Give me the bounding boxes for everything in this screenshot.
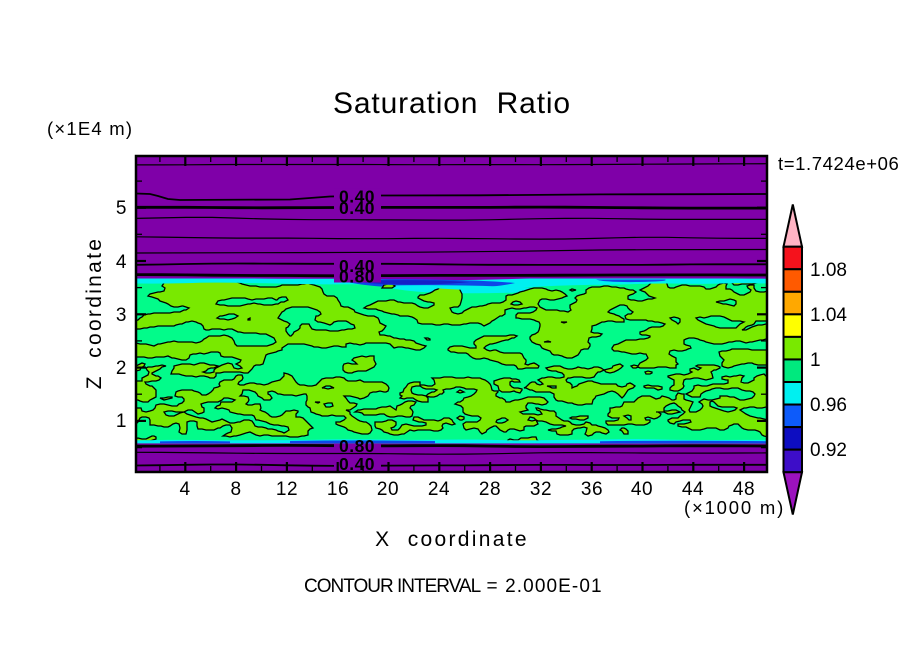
svg-text:Saturation Ratio: Saturation Ratio bbox=[333, 87, 571, 120]
svg-text:1.08: 1.08 bbox=[810, 260, 847, 281]
svg-text:0.40: 0.40 bbox=[339, 198, 375, 218]
svg-text:1: 1 bbox=[116, 411, 127, 432]
svg-text:4: 4 bbox=[179, 479, 190, 500]
svg-text:0.40: 0.40 bbox=[339, 256, 375, 276]
svg-text:16: 16 bbox=[327, 479, 349, 500]
svg-text:(×1000 m): (×1000 m) bbox=[684, 497, 785, 518]
svg-text:2: 2 bbox=[116, 358, 127, 379]
svg-text:4: 4 bbox=[116, 252, 127, 273]
svg-text:Z coordinate: Z coordinate bbox=[83, 237, 106, 389]
svg-text:5: 5 bbox=[116, 198, 127, 219]
svg-text:28: 28 bbox=[479, 479, 501, 500]
svg-text:36: 36 bbox=[581, 479, 603, 500]
svg-text:t=1.7424e+06: t=1.7424e+06 bbox=[778, 153, 899, 174]
svg-text:48: 48 bbox=[733, 479, 755, 500]
svg-text:1: 1 bbox=[810, 350, 821, 371]
svg-text:0.92: 0.92 bbox=[810, 440, 847, 461]
svg-text:X coordinate: X coordinate bbox=[375, 528, 529, 551]
svg-text:20: 20 bbox=[377, 479, 399, 500]
svg-text:0.40: 0.40 bbox=[339, 454, 375, 474]
svg-text:0.80: 0.80 bbox=[339, 436, 375, 456]
svg-text:40: 40 bbox=[631, 479, 653, 500]
svg-text:44: 44 bbox=[682, 479, 704, 500]
svg-text:32: 32 bbox=[530, 479, 552, 500]
svg-text:0.96: 0.96 bbox=[810, 395, 847, 416]
svg-text:1.04: 1.04 bbox=[810, 305, 847, 326]
svg-text:24: 24 bbox=[428, 479, 450, 500]
svg-text:12: 12 bbox=[276, 479, 298, 500]
svg-text:0.40: 0.40 bbox=[339, 186, 375, 206]
svg-text:8: 8 bbox=[230, 479, 241, 500]
svg-text:3: 3 bbox=[116, 305, 127, 326]
svg-text:(×1E4 m): (×1E4 m) bbox=[47, 118, 133, 139]
svg-text:CONTOUR INTERVAL = 2.000E-01: CONTOUR INTERVAL = 2.000E-01 bbox=[304, 576, 603, 597]
svg-text:0.80: 0.80 bbox=[339, 266, 375, 286]
